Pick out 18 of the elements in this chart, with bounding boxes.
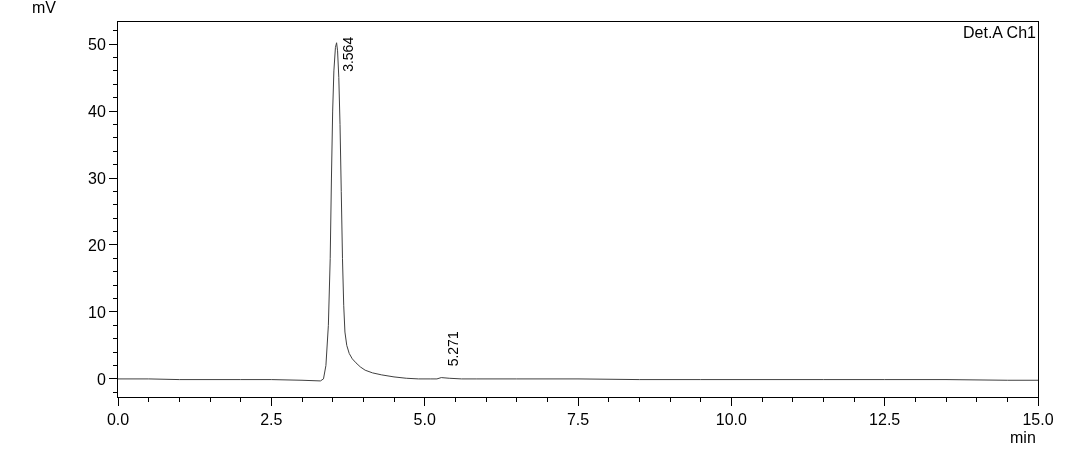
- y-tick-label: 40: [88, 102, 106, 120]
- x-tick-label: 2.5: [260, 411, 283, 429]
- annotation: 5.271: [445, 331, 462, 367]
- x-tick-label: 10.0: [715, 411, 747, 429]
- x-tick-label: 5.0: [413, 411, 436, 429]
- y-tick-label: 50: [88, 35, 106, 53]
- annotation: 3.564: [340, 36, 357, 72]
- y-tick-label: 30: [88, 169, 106, 187]
- x-tick-label: 7.5: [566, 411, 590, 429]
- x-axis-title: min: [1010, 429, 1036, 446]
- x-tick-label: 12.5: [869, 411, 901, 429]
- y-axis-title: mV: [32, 0, 57, 16]
- x-tick-label: 0.0: [106, 411, 130, 429]
- x-tick-label: 15.0: [1022, 411, 1054, 429]
- y-tick-label: 20: [88, 236, 106, 254]
- y-tick-label: 10: [88, 303, 106, 321]
- annotation: Det.A Ch1: [963, 24, 1037, 41]
- y-tick-label: 0: [96, 370, 106, 388]
